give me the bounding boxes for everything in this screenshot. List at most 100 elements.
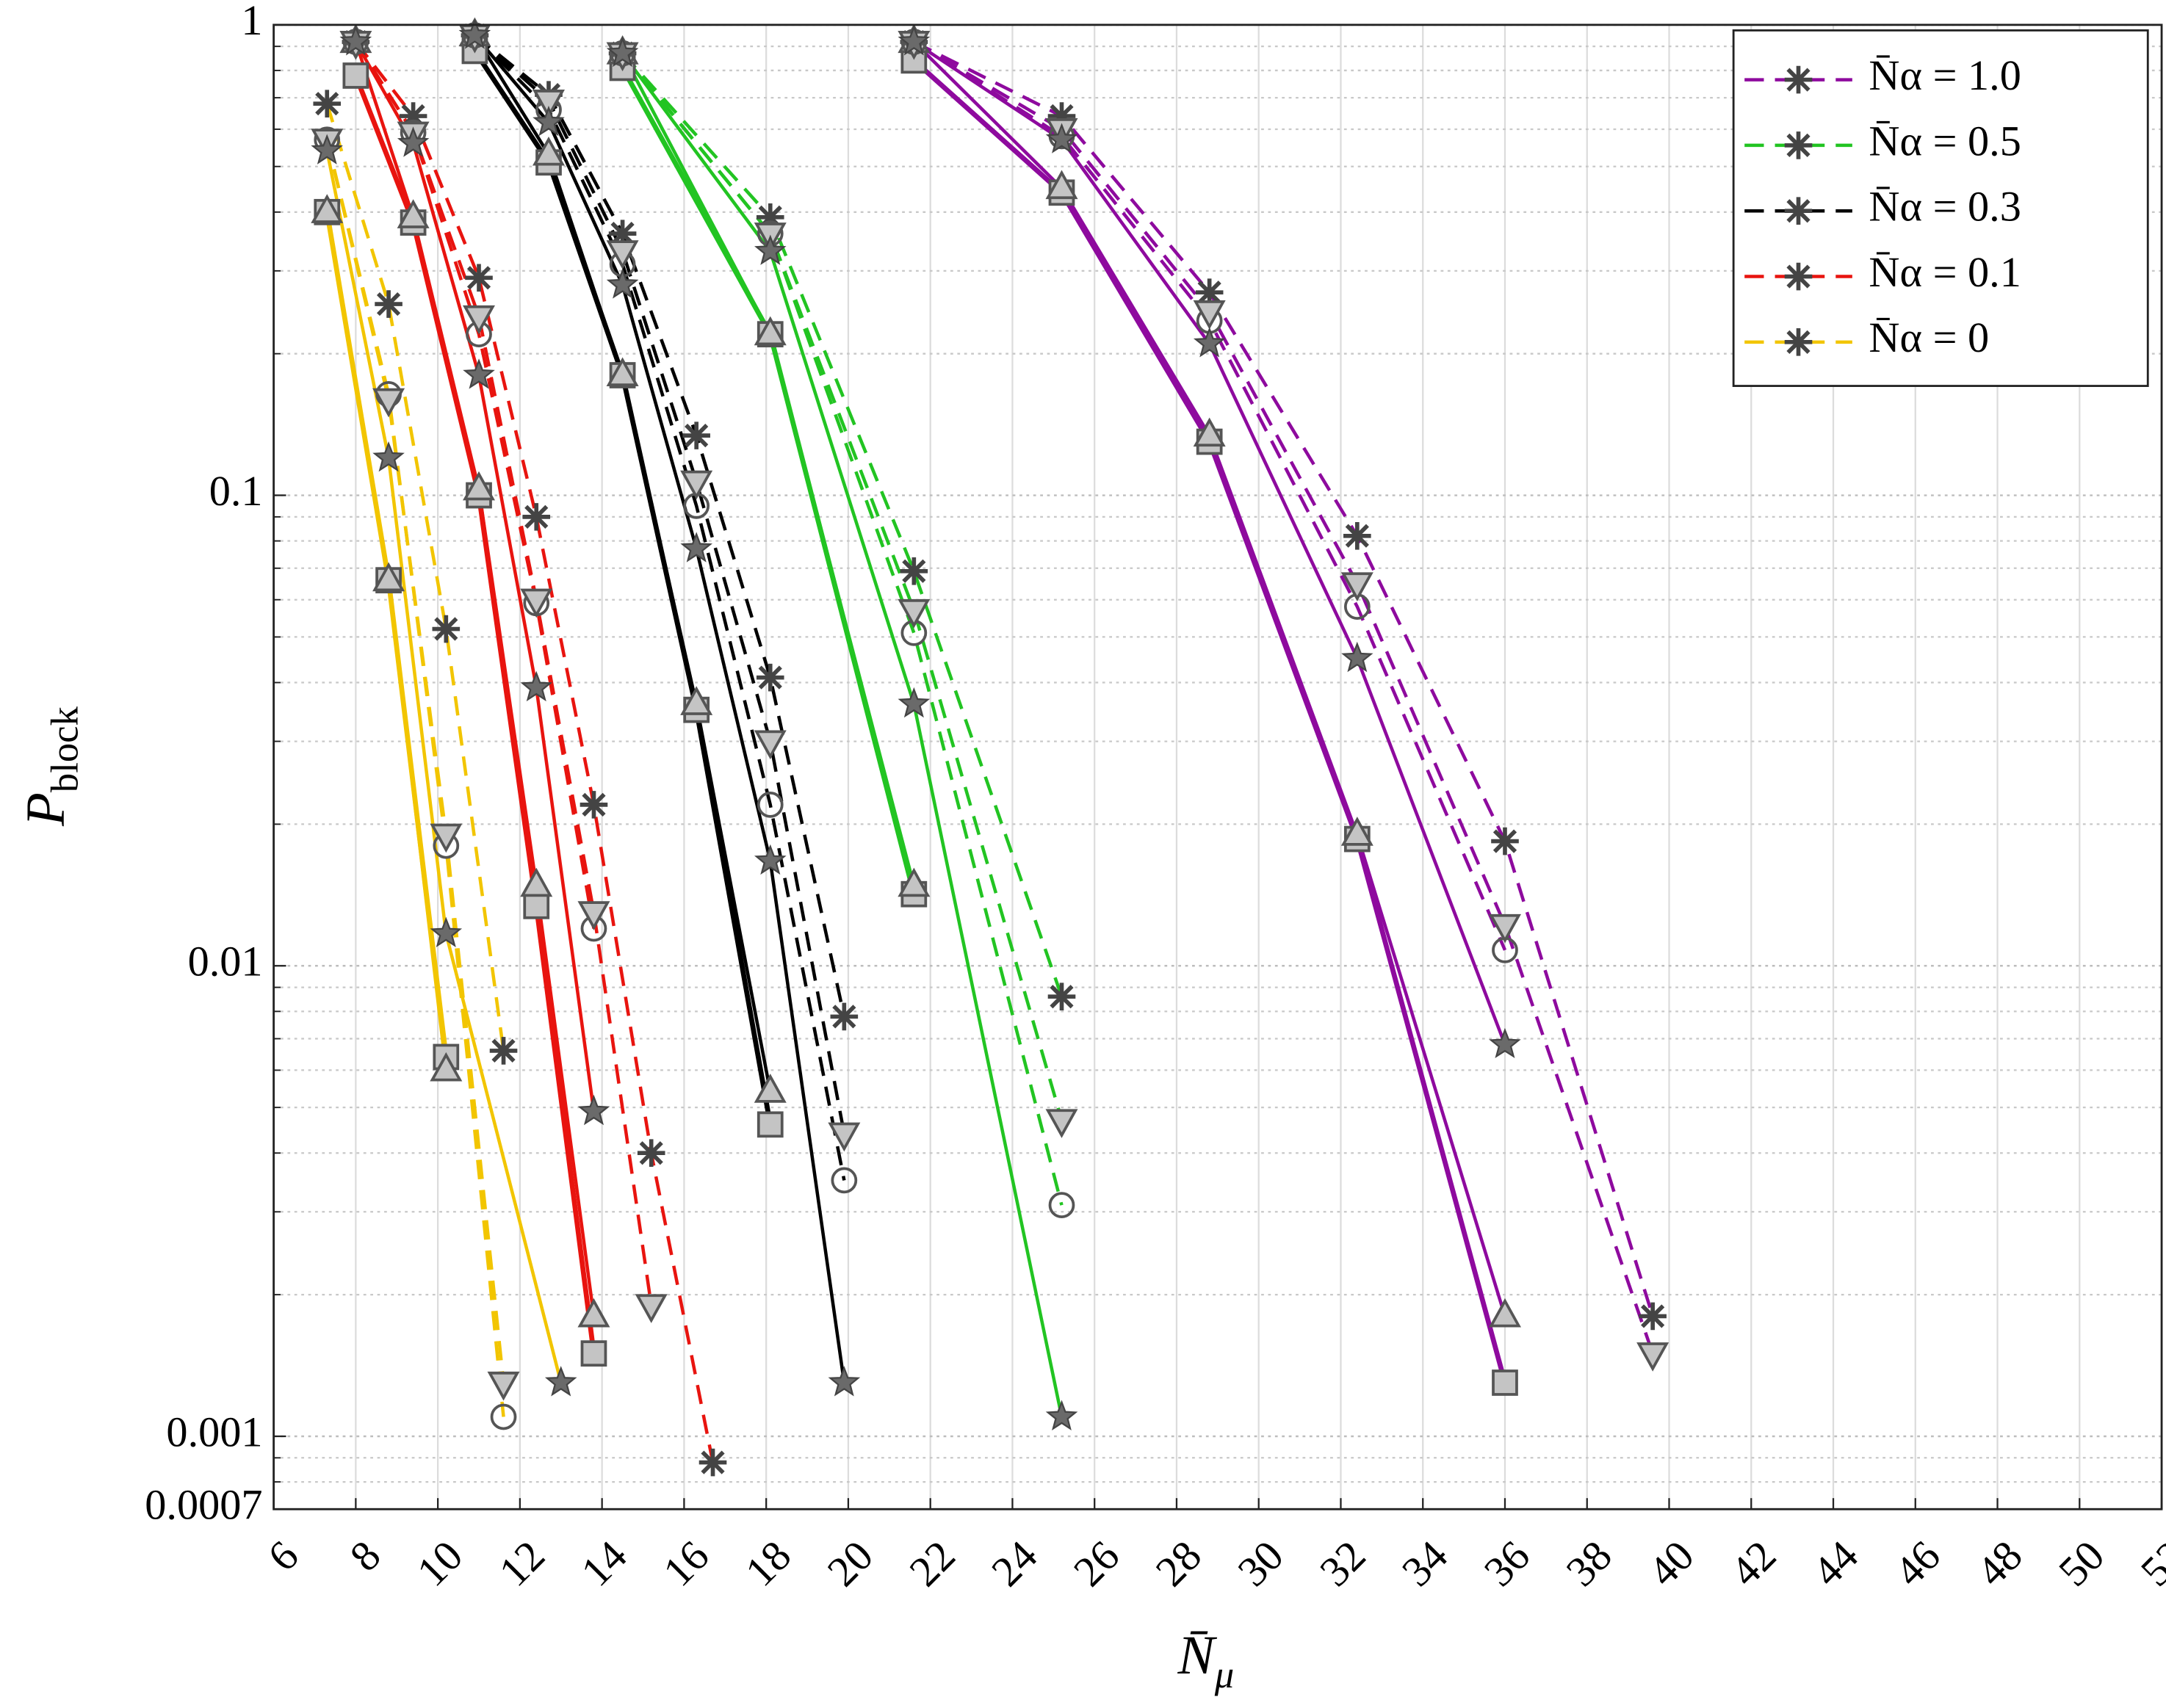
legend: N̄α = 1.0 N̄α = 0.5 N̄α = 0.3 N̄α = 0.1 N̄α …: [1732, 29, 2149, 387]
asterisk-marker: [1784, 328, 1813, 356]
square-marker: [342, 62, 369, 89]
star-marker: [520, 670, 553, 702]
star-marker: [544, 1366, 577, 1397]
asterisk-marker: [1047, 102, 1076, 130]
plot-frame: [272, 23, 2163, 1510]
series-line: [354, 40, 653, 1306]
asterisk-marker: [830, 1002, 859, 1031]
triangle-down-marker: [828, 1122, 861, 1152]
x-tick-label: 36: [1475, 1531, 1539, 1595]
star-marker: [828, 1366, 861, 1397]
square-marker: [523, 892, 550, 919]
x-tick-label: 30: [1229, 1531, 1293, 1595]
triangle-marker: [372, 562, 405, 592]
y-tick-label: 0.0007: [145, 1481, 262, 1529]
triangle-marker: [430, 1052, 463, 1082]
triangle-marker: [754, 1074, 787, 1103]
triangle-down-marker: [898, 598, 931, 629]
circle-marker: [831, 1167, 858, 1194]
x-tick-label: 8: [341, 1531, 390, 1580]
asterisk-marker: [580, 791, 608, 819]
triangle-marker: [1488, 1298, 1521, 1328]
asterisk-marker: [1491, 827, 1519, 855]
x-tick-label: 10: [408, 1531, 472, 1595]
triangle-down-marker: [1193, 300, 1226, 330]
legend-label: N̄α = 0.3: [1869, 183, 2021, 231]
asterisk-marker: [1343, 521, 1371, 550]
star-marker: [577, 1094, 610, 1126]
triangle-marker: [680, 686, 713, 715]
x-tick-label: 44: [1803, 1531, 1867, 1595]
asterisk-marker: [682, 421, 710, 449]
x-tick-label: 12: [490, 1531, 554, 1595]
triangle-down-marker: [635, 1294, 668, 1323]
star-marker: [1193, 327, 1226, 358]
triangle-down-marker: [533, 90, 566, 119]
x-tick-label: 46: [1885, 1531, 1949, 1595]
asterisk-marker: [399, 102, 427, 130]
triangle-marker: [577, 1298, 610, 1328]
asterisk-marker: [1784, 262, 1813, 291]
star-marker: [754, 234, 787, 265]
triangle-down-marker: [1488, 913, 1521, 944]
markers: [311, 17, 1669, 1477]
star-marker: [430, 916, 463, 948]
asterisk-marker: [1639, 1302, 1667, 1331]
triangle-marker: [898, 867, 931, 897]
x-tick-label: 20: [818, 1531, 882, 1595]
series-line: [325, 150, 563, 1383]
asterisk-marker: [432, 615, 461, 643]
triangle-marker: [311, 194, 344, 223]
star-marker: [680, 532, 712, 562]
y-tick-label: 0.001: [166, 1408, 262, 1455]
star-marker: [898, 25, 931, 56]
star-marker: [1045, 1400, 1078, 1430]
series-line: [621, 52, 1064, 1417]
series-line: [913, 40, 1655, 1317]
star-marker: [458, 18, 491, 49]
square-marker: [580, 1340, 607, 1367]
triangle-marker: [754, 316, 787, 346]
x-tick-label: 24: [982, 1531, 1046, 1595]
asterisk-marker: [608, 220, 637, 247]
y-tick-label: 0.1: [209, 467, 263, 515]
triangle-down-marker: [606, 240, 639, 269]
asterisk-marker: [1784, 131, 1813, 159]
grid: [272, 23, 2163, 1510]
x-tick-label: 22: [900, 1531, 964, 1595]
triangle-down-marker: [1340, 572, 1373, 601]
triangle-down-marker: [1636, 1342, 1669, 1372]
triangle-marker: [1193, 417, 1226, 447]
asterisk-marker: [756, 203, 784, 231]
triangle-down-marker: [754, 730, 787, 760]
star-marker: [1045, 123, 1078, 153]
triangle-down-marker: [487, 1371, 520, 1401]
x-tick-label: 52: [2131, 1531, 2166, 1595]
x-axis-label-sub: μ: [1214, 1654, 1234, 1696]
star-marker: [1341, 641, 1373, 673]
legend-label: N̄α = 0.5: [1869, 117, 2021, 164]
asterisk-marker: [1195, 278, 1224, 306]
triangle-marker: [463, 471, 496, 501]
asterisk-marker: [900, 557, 928, 585]
asterisk-marker: [465, 264, 493, 292]
y-axis-label: Pblock: [15, 706, 87, 827]
asterisk-marker: [1784, 197, 1813, 225]
triangle-marker: [606, 357, 639, 387]
asterisk-marker: [698, 1448, 727, 1477]
series-line: [621, 52, 1064, 1121]
legend-label: N̄α = 1.0: [1869, 51, 2021, 99]
triangle-marker: [520, 867, 553, 897]
series-line: [325, 103, 505, 1052]
x-tick-label: 40: [1639, 1531, 1703, 1595]
legend-label: N̄α = 0: [1869, 314, 1989, 361]
square-marker: [757, 1111, 784, 1138]
y-tick-label: 0.01: [188, 938, 263, 985]
asterisk-marker: [313, 90, 342, 117]
star-marker: [1489, 1027, 1521, 1058]
square-marker: [1492, 1369, 1518, 1396]
x-tick-label: 48: [1967, 1531, 2031, 1595]
asterisk-marker: [489, 1037, 518, 1065]
